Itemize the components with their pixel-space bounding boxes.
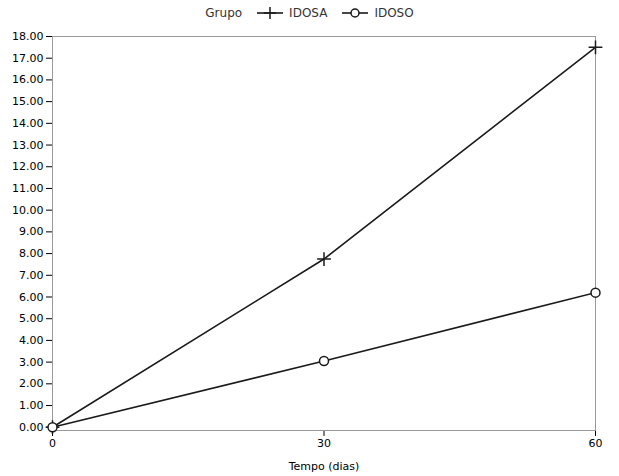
svg-text:3.00: 3.00	[19, 356, 44, 369]
svg-text:16.00: 16.00	[12, 73, 44, 86]
svg-text:12.00: 12.00	[12, 160, 44, 173]
svg-text:13.00: 13.00	[12, 139, 44, 152]
svg-text:6.00: 6.00	[19, 291, 44, 304]
svg-text:60: 60	[589, 437, 603, 450]
svg-text:Tempo (dias): Tempo (dias)	[288, 460, 360, 473]
html-text:IDOSA: IDOSA	[289, 6, 328, 20]
svg-text:0.00: 0.00	[19, 421, 44, 434]
svg-text:8.00: 8.00	[19, 247, 44, 260]
svg-text:7.00: 7.00	[19, 269, 44, 282]
svg-text:1.00: 1.00	[19, 399, 44, 412]
svg-text:2.00: 2.00	[19, 377, 44, 390]
svg-text:9.00: 9.00	[19, 225, 44, 238]
svg-text:17.00: 17.00	[12, 52, 44, 65]
svg-text:18.00: 18.00	[12, 30, 44, 43]
svg-text:11.00: 11.00	[12, 182, 44, 195]
svg-text:0: 0	[49, 437, 56, 450]
svg-text:15.00: 15.00	[12, 95, 44, 108]
svg-text:4.00: 4.00	[19, 334, 44, 347]
html-text:IDOSO: IDOSO	[374, 6, 414, 20]
svg-text:14.00: 14.00	[12, 117, 44, 130]
svg-text:30: 30	[317, 437, 331, 450]
svg-text:10.00: 10.00	[12, 204, 44, 217]
svg-text:5.00: 5.00	[19, 312, 44, 325]
html-text:Grupo: Grupo	[205, 6, 243, 20]
